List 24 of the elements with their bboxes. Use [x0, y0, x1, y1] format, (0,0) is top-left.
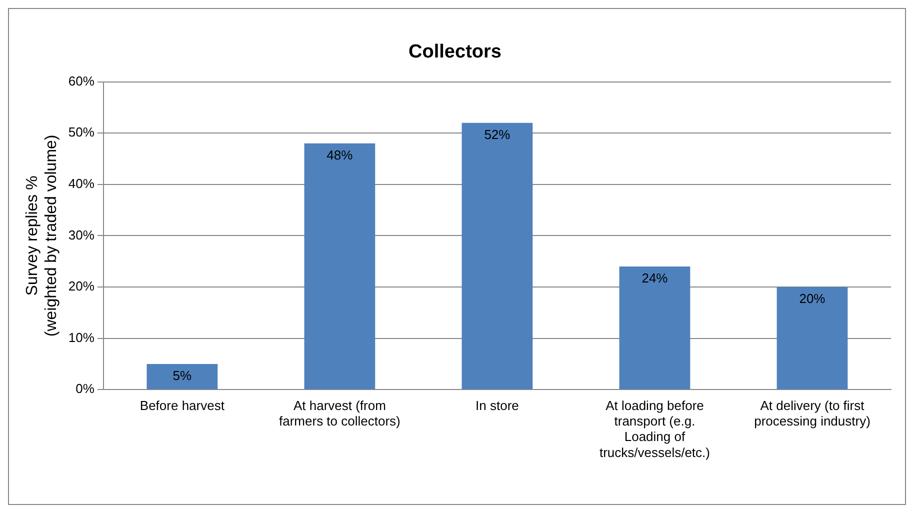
y-tick-label: 20% [68, 278, 95, 294]
y-tick-label: 40% [68, 176, 95, 191]
x-tick-label: At loading before transport (e.g. Loading of trucks/vessels/etc.) [599, 398, 710, 460]
data-label: 20% [799, 291, 826, 306]
data-label: 5% [172, 368, 192, 384]
data-label: 52% [484, 126, 511, 142]
bar [146, 364, 218, 390]
bar [462, 122, 533, 390]
chart-title: Collectors [408, 42, 502, 63]
x-tick-label: At harvest (from farmers to collectors) [279, 398, 400, 429]
y-tick-label: 0% [76, 381, 95, 396]
bar [304, 143, 376, 390]
y-tick-label: 30% [68, 227, 95, 242]
data-label: 48% [326, 147, 354, 162]
x-tick-label: In store [476, 398, 519, 413]
bar [619, 266, 690, 390]
y-tick-label: 50% [68, 124, 95, 140]
y-tick-label: 60% [68, 73, 95, 88]
x-tick-label: At delivery (to first processing industry) [754, 398, 870, 429]
x-tick-label: Before harvest [140, 398, 225, 413]
bar [776, 287, 848, 390]
y-axis-title: Survey replies % (weighted by traded volume) [24, 134, 60, 337]
y-tick-label: 10% [68, 330, 95, 345]
data-label: 24% [642, 270, 668, 286]
